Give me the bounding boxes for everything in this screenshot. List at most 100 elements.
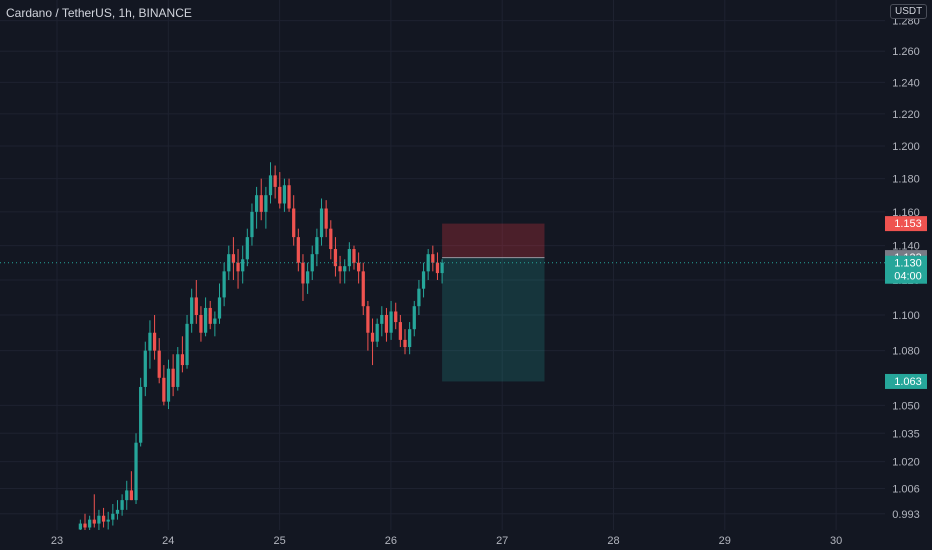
- candle-body: [101, 515, 106, 522]
- x-tick-label: 26: [385, 535, 397, 547]
- candle-body: [440, 262, 444, 274]
- candle-body: [115, 509, 120, 514]
- candle-body: [287, 185, 291, 209]
- candle-body: [394, 311, 398, 323]
- candle-body: [333, 249, 338, 267]
- candle-body: [231, 254, 236, 263]
- stop-loss-zone[interactable]: [442, 223, 545, 258]
- candle-body: [213, 318, 217, 324]
- candle-body: [134, 442, 138, 501]
- candle-body: [254, 195, 259, 212]
- y-tick-label: 1.140: [892, 241, 920, 253]
- candle-body: [222, 271, 226, 298]
- candle-body: [296, 237, 300, 263]
- y-tick-label: 1.100: [892, 310, 920, 322]
- candle-body: [292, 208, 296, 238]
- candle-body: [343, 266, 347, 272]
- y-tick-label: 1.050: [892, 400, 920, 412]
- candle-body: [338, 266, 342, 272]
- y-tick-label: 1.220: [892, 109, 920, 121]
- price-badge-label: 1.153: [894, 218, 922, 230]
- candle-body: [139, 386, 143, 443]
- candle-body: [120, 500, 124, 510]
- candle-body: [162, 377, 166, 402]
- candle-body: [203, 307, 208, 333]
- x-tick-label: 29: [719, 535, 731, 547]
- candle-body: [106, 519, 110, 522]
- candle-body: [111, 513, 115, 520]
- candle-body: [166, 368, 171, 402]
- candle-body: [352, 249, 356, 263]
- candle-body: [148, 332, 152, 351]
- candle-body: [157, 350, 161, 378]
- x-tick-label: 30: [830, 535, 842, 547]
- candle-body: [329, 228, 333, 250]
- y-tick-label: 1.006: [892, 483, 920, 495]
- candle-body: [83, 523, 87, 528]
- candle-body: [315, 237, 319, 255]
- candle-body: [250, 211, 254, 238]
- candle-body: [259, 195, 263, 212]
- candle-body: [88, 519, 92, 528]
- x-tick-label: 24: [162, 535, 174, 547]
- candle-body: [421, 271, 426, 289]
- candle-body: [347, 249, 351, 267]
- candle-body: [412, 306, 416, 330]
- candle-body: [236, 262, 240, 272]
- candle-body: [319, 208, 324, 238]
- candle-body: [217, 297, 222, 319]
- x-tick-label: 28: [607, 535, 619, 547]
- candle-body: [241, 259, 245, 272]
- candle-body: [389, 311, 393, 333]
- candle-body: [180, 354, 185, 366]
- y-tick-label: 1.080: [892, 346, 920, 358]
- candle-body: [125, 490, 129, 501]
- price-badge-take-profit: [885, 373, 927, 389]
- price-badge-countdown: 04:00: [894, 271, 922, 283]
- candle-body: [366, 306, 370, 333]
- y-tick-label: 1.200: [892, 141, 920, 153]
- candle-body: [92, 519, 96, 524]
- candle-body: [375, 323, 379, 342]
- price-badge-stop-loss: [885, 216, 927, 232]
- price-badge-last-price: [885, 255, 927, 284]
- candle-body: [208, 307, 212, 324]
- candle-body: [199, 315, 203, 333]
- y-tick-label: 1.035: [892, 428, 920, 440]
- candle-body: [324, 208, 328, 229]
- candle-body: [152, 332, 157, 351]
- y-tick-label: 0.993: [892, 509, 920, 521]
- candle-body: [273, 175, 277, 187]
- candle-body: [129, 490, 134, 501]
- candle-body: [356, 262, 361, 272]
- candle-body: [403, 339, 407, 348]
- candle-body: [417, 288, 421, 307]
- candle-body: [384, 315, 389, 333]
- y-tick-label: 1.180: [892, 174, 920, 186]
- candle-body: [97, 515, 101, 524]
- take-profit-zone[interactable]: [442, 257, 545, 382]
- price-badge-label: 1.063: [894, 376, 922, 388]
- y-tick-label: 1.260: [892, 46, 920, 58]
- candle-body: [143, 350, 147, 387]
- x-tick-label: 23: [51, 535, 63, 547]
- candle-body: [282, 185, 287, 204]
- candle-body: [361, 271, 365, 307]
- y-tick-label: 1.020: [892, 457, 920, 469]
- y-tick-label: 1.160: [892, 207, 920, 219]
- candle-body: [398, 322, 402, 340]
- candle-body: [435, 262, 440, 274]
- time-axis[interactable]: [0, 530, 932, 550]
- candle-body: [78, 523, 82, 530]
- currency-selector[interactable]: USDT: [890, 4, 928, 19]
- candle-body: [268, 175, 273, 196]
- y-tick-label: 1.240: [892, 77, 920, 89]
- candle-body: [185, 323, 189, 366]
- candle-body: [380, 315, 384, 324]
- candle-body: [190, 297, 194, 324]
- candle-body: [176, 354, 180, 387]
- candle-body: [301, 262, 305, 284]
- candle-body: [264, 195, 268, 212]
